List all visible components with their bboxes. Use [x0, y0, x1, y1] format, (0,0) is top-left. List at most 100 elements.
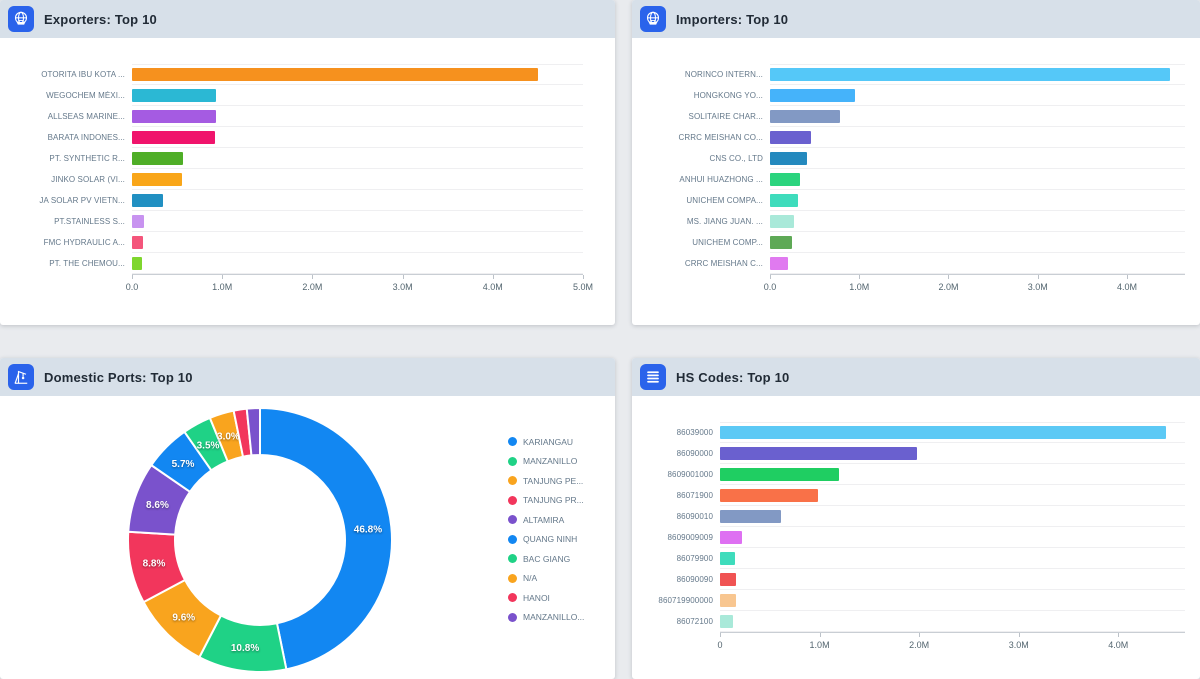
x-axis-tick	[583, 275, 584, 279]
legend-label: ALTAMIRA	[523, 514, 565, 525]
panel-domestic-ports: Domestic Ports: Top 10 46.8% 10.8% 9.6% 8.8…	[0, 358, 615, 679]
bar-exporters-5[interactable]	[132, 172, 182, 186]
bar-row: HONGKONG YO...	[646, 85, 1185, 106]
bar-track	[770, 85, 1185, 106]
donut-slice-0[interactable]	[259, 407, 393, 671]
bar-row: CRRC MEISHAN C...	[646, 253, 1185, 274]
bar-exporters-6[interactable]	[132, 193, 163, 207]
bar-row: 86090000	[646, 443, 1185, 464]
bar-exporters-1[interactable]	[132, 88, 216, 102]
bar-row: SOLITAIRE CHAR...	[646, 106, 1185, 127]
bar-track	[770, 253, 1185, 274]
bar-category-label: 86079900	[676, 554, 713, 563]
bar-category-label: 86090090	[676, 575, 713, 584]
x-axis-tick	[720, 633, 721, 637]
bar-row: CRRC MEISHAN CO...	[646, 127, 1185, 148]
legend-item-3[interactable]: TANJUNG PR...	[508, 491, 584, 511]
bar-hs-codes-4[interactable]	[720, 509, 781, 523]
legend-label: MANZANILLO...	[523, 612, 585, 623]
bar-hs-codes-1[interactable]	[720, 446, 918, 460]
legend-item-7[interactable]: N/A	[508, 569, 584, 589]
bar-exporters-7[interactable]	[132, 214, 144, 228]
bar-category-label: ALLSEAS MARINE...	[47, 112, 125, 121]
bar-category-label: JA SOLAR PV VIETN...	[39, 196, 125, 205]
x-axis-tick	[222, 275, 224, 279]
bar-importers-6[interactable]	[770, 193, 798, 207]
bar-category-label: 8609001000	[667, 470, 713, 479]
bar-category-label: FMC HYDRAULIC A...	[43, 238, 125, 247]
legend-item-6[interactable]: BAC GIANG	[508, 549, 584, 569]
x-axis: 0 1.0M 2.0M 3.0M 4.0M	[717, 632, 1185, 662]
x-axis-tick-label: 4.0M	[1108, 640, 1129, 650]
bar-importers-3[interactable]	[770, 130, 812, 144]
panel-header-importers: Importers: Top 10	[632, 0, 1200, 38]
donut-percent-label: 10.8%	[231, 643, 259, 654]
bar-importers-5[interactable]	[770, 172, 801, 186]
bar-category-label: 86090010	[676, 512, 713, 521]
bar-row: 8609001000	[646, 464, 1185, 485]
legend-item-0[interactable]: KARIANGAU	[508, 432, 584, 452]
bar-hs-codes-3[interactable]	[720, 488, 818, 502]
legend-label: MANZANILLO	[523, 456, 578, 467]
bar-hs-codes-7[interactable]	[720, 572, 736, 586]
bar-exporters-3[interactable]	[132, 130, 215, 144]
bar-hs-codes-2[interactable]	[720, 467, 840, 481]
x-axis-tick	[859, 275, 861, 279]
bar-row: 86079900	[646, 548, 1185, 569]
bar-importers-7[interactable]	[770, 214, 795, 228]
bar-importers-9[interactable]	[770, 256, 788, 270]
legend-item-2[interactable]: TANJUNG PE...	[508, 471, 584, 491]
x-axis-tick-label: 1.0M	[809, 640, 830, 650]
legend-label: QUANG NINH	[523, 534, 578, 545]
bar-exporters-2[interactable]	[132, 109, 216, 123]
bar-track	[132, 127, 583, 148]
bar-exporters-9[interactable]	[132, 256, 142, 270]
legend-item-4[interactable]: ALTAMIRA	[508, 510, 584, 530]
legend-item-8[interactable]: HANOI	[508, 588, 584, 608]
bar-exporters-8[interactable]	[132, 235, 143, 249]
bar-row: JA SOLAR PV VIETN...	[14, 190, 583, 211]
bar-row: 86071900	[646, 485, 1185, 506]
legend-label: HANOI	[523, 592, 550, 603]
exporters-bar-chart: OTORITA IBU KOTA ... WEGOCHEM MÉXI... ALLS…	[0, 38, 615, 304]
x-axis-tick-label: 0.0	[125, 282, 139, 292]
bar-importers-8[interactable]	[770, 235, 793, 249]
bar-hs-codes-6[interactable]	[720, 551, 735, 565]
legend-label: BAC GIANG	[523, 553, 571, 564]
x-axis-tick	[919, 633, 921, 637]
bar-exporters-0[interactable]	[132, 68, 538, 81]
legend-dot	[508, 495, 517, 505]
bar-row: UNICHEM COMPA...	[646, 190, 1185, 211]
x-axis-tick-label: 0.0	[763, 282, 777, 292]
bar-importers-4[interactable]	[770, 151, 807, 165]
bar-hs-codes-0[interactable]	[720, 426, 1167, 439]
legend-item-9[interactable]: MANZANILLO...	[508, 608, 584, 628]
bar-category-label: 86071900	[676, 491, 713, 500]
x-axis-tick-label: 0	[717, 640, 723, 650]
bar-exporters-4[interactable]	[132, 151, 183, 165]
legend-dot	[508, 534, 517, 544]
donut-slice-9[interactable]	[245, 407, 261, 457]
legend-item-1[interactable]: MANZANILLO	[508, 452, 584, 472]
bar-importers-2[interactable]	[770, 109, 840, 123]
bar-row: PT. SYNTHETIC R...	[14, 148, 583, 169]
globe-ship-icon	[8, 6, 34, 32]
x-axis-tick-label: 2.0M	[938, 282, 959, 292]
panel-header-domestic-ports: Domestic Ports: Top 10	[0, 358, 615, 396]
bar-category-label: WEGOCHEM MÉXI...	[46, 91, 125, 100]
bar-track	[720, 506, 1185, 527]
bar-track	[132, 106, 583, 127]
bar-hs-codes-8[interactable]	[720, 593, 736, 607]
bar-track	[132, 85, 583, 106]
bar-category-label: JINKO SOLAR (VI...	[51, 175, 125, 184]
bar-category-label: 860719900000	[658, 596, 713, 605]
bar-row: 86072100	[646, 611, 1185, 632]
bar-importers-0[interactable]	[770, 68, 1170, 81]
bar-category-label: 86039000	[676, 428, 713, 437]
legend-item-5[interactable]: QUANG NINH	[508, 530, 584, 550]
bar-hs-codes-5[interactable]	[720, 530, 742, 544]
legend-label: TANJUNG PR...	[523, 495, 584, 506]
bar-hs-codes-9[interactable]	[720, 614, 733, 628]
bar-importers-1[interactable]	[770, 88, 855, 102]
x-axis-tick-label: 2.0M	[302, 282, 323, 292]
